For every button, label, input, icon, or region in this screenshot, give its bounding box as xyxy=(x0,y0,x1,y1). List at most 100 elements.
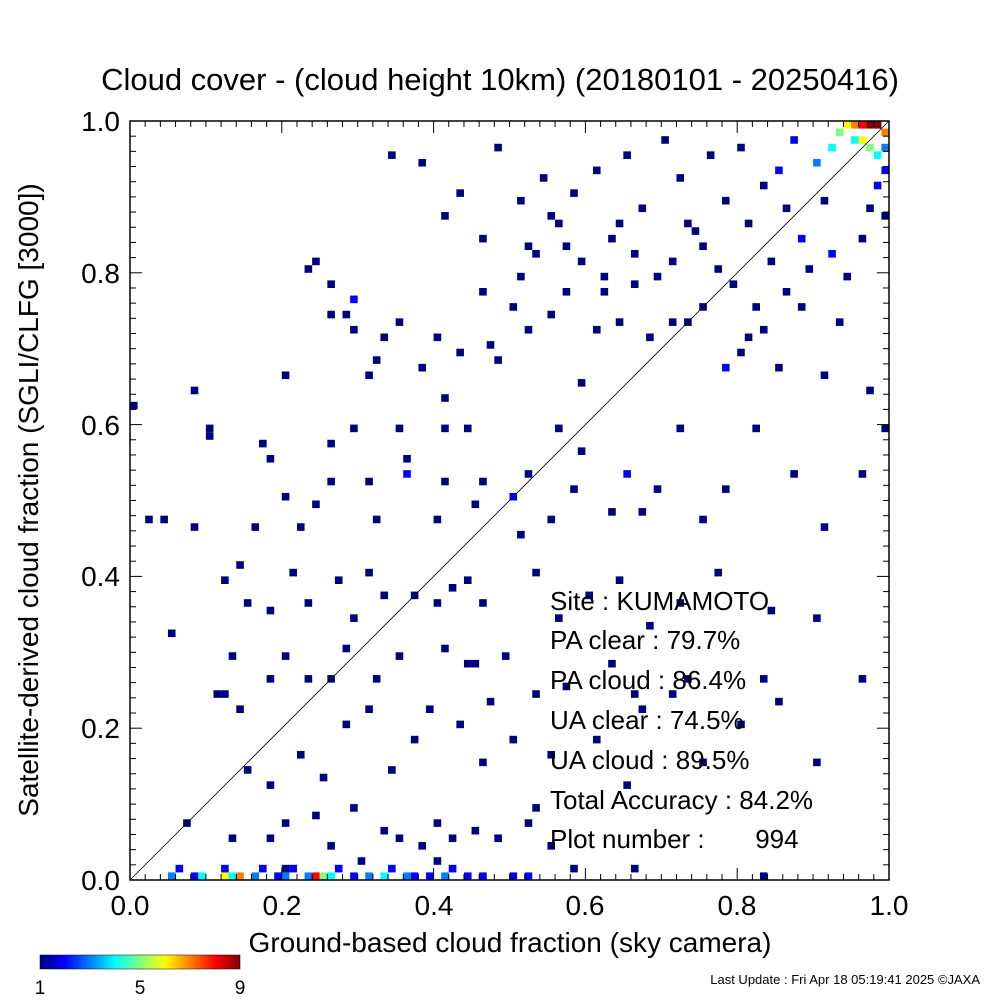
heatmap-cell xyxy=(145,515,153,524)
heatmap-cell xyxy=(653,272,662,281)
heatmap-cell xyxy=(623,470,631,478)
heatmap-cell xyxy=(706,151,715,159)
heatmap-cell xyxy=(463,659,472,668)
heatmap-cell xyxy=(221,872,229,880)
heatmap-cell xyxy=(873,151,882,159)
heatmap-cell xyxy=(426,705,434,714)
heatmap-cell xyxy=(236,872,244,880)
heatmap-cell xyxy=(433,857,442,865)
heatmap-cell xyxy=(372,356,381,364)
heatmap-cell xyxy=(691,227,700,235)
heatmap-cell xyxy=(167,629,176,638)
heatmap-cell xyxy=(509,303,518,311)
heatmap-cell xyxy=(744,219,753,228)
heatmap-cell xyxy=(426,872,434,880)
heatmap-cell xyxy=(714,568,723,577)
heatmap-cell xyxy=(236,705,244,714)
heatmap-cell xyxy=(570,485,578,493)
heatmap-cell xyxy=(851,121,859,129)
heatmap-cell xyxy=(608,508,616,516)
heatmap-cell xyxy=(281,872,290,880)
heatmap-cell xyxy=(350,804,358,812)
heatmap-cell xyxy=(646,621,654,630)
heatmap-cell xyxy=(327,872,335,880)
heatmap-cell xyxy=(342,644,351,653)
heatmap-cell xyxy=(350,295,358,304)
axis-tick-marks xyxy=(129,120,890,881)
heatmap-cell xyxy=(221,864,229,873)
heatmap-cell xyxy=(858,234,867,243)
heatmap-cell xyxy=(851,136,859,144)
heatmap-cell xyxy=(289,568,297,577)
heatmap-cell xyxy=(365,872,373,880)
heatmap-cell xyxy=(699,758,707,767)
heatmap-cell xyxy=(266,834,275,843)
heatmap-cell xyxy=(205,424,214,433)
heatmap-cell xyxy=(517,530,525,539)
site-label: Site : KUMAMOTO xyxy=(550,586,769,616)
heatmap-cell xyxy=(441,394,449,402)
heatmap-cell xyxy=(259,439,267,448)
heatmap-cell xyxy=(547,515,556,524)
heatmap-cell xyxy=(828,250,836,258)
heatmap-cell xyxy=(456,720,464,729)
y-tick-label: 0.8 xyxy=(81,258,120,289)
heatmap-cell xyxy=(638,508,647,516)
heatmap-cell xyxy=(350,872,358,880)
y-tick-label: 1.0 xyxy=(81,106,120,137)
heatmap-cell xyxy=(813,614,821,622)
heatmap-cell xyxy=(327,842,335,850)
heatmap-cell xyxy=(395,652,404,660)
heatmap-cell xyxy=(274,872,282,880)
heatmap-cell xyxy=(190,386,199,395)
heatmap-cell xyxy=(228,834,237,843)
heatmap-cell xyxy=(782,204,791,213)
ua-cloud-label: UA cloud : 89.5% xyxy=(550,745,749,775)
heatmap-cell xyxy=(668,318,677,326)
heatmap-cell xyxy=(433,333,442,342)
heatmap-cell xyxy=(532,568,540,577)
heatmap-cell xyxy=(805,265,814,273)
heatmap-cell xyxy=(388,151,396,159)
heatmap-cell xyxy=(395,318,404,326)
one-to-one-reference-line xyxy=(129,120,890,881)
heatmap-cell xyxy=(319,872,328,880)
heatmap-cell xyxy=(873,181,882,190)
heatmap-cell xyxy=(236,561,244,569)
heatmap-cell xyxy=(797,303,806,311)
heatmap-cell xyxy=(319,773,328,782)
heatmap-cell xyxy=(259,864,267,873)
heatmap-cell xyxy=(175,864,184,873)
heatmap-cell xyxy=(486,341,495,349)
heatmap-cell xyxy=(296,523,305,531)
heatmap-cell xyxy=(790,136,798,144)
ua-clear-label: UA clear : 74.5% xyxy=(550,705,744,735)
y-tick-labels: 0.0 0.2 0.4 0.6 0.8 1.0 xyxy=(81,106,120,896)
heatmap-cell xyxy=(623,151,631,159)
heatmap-cell xyxy=(471,500,480,509)
heatmap-cell xyxy=(312,500,320,509)
heatmap-cell xyxy=(684,675,692,683)
x-tick-label: 0.8 xyxy=(718,890,757,921)
heatmap-cell xyxy=(266,606,275,615)
heatmap-cell xyxy=(630,864,639,873)
heatmap-cell xyxy=(570,864,578,873)
heatmap-cell xyxy=(828,143,836,152)
heatmap-cell xyxy=(555,614,563,622)
heatmap-cell xyxy=(775,697,783,706)
heatmap-cell xyxy=(555,219,563,228)
heatmap-cell xyxy=(638,204,647,213)
heatmap-cell xyxy=(221,576,229,584)
heatmap-cell xyxy=(592,735,601,744)
heatmap-cell xyxy=(699,515,707,524)
heatmap-cell xyxy=(866,204,874,213)
heatmap-cell xyxy=(365,705,373,714)
heatmap-cell xyxy=(327,310,335,319)
heatmap-cell xyxy=(433,599,442,607)
heatmap-cell xyxy=(547,212,556,220)
heatmap-cell xyxy=(334,576,343,584)
heatmap-cell xyxy=(463,576,472,584)
heatmap-cell xyxy=(767,257,776,266)
heatmap-cell xyxy=(608,659,616,668)
pa-clear-label: PA clear : 79.7% xyxy=(550,625,740,655)
